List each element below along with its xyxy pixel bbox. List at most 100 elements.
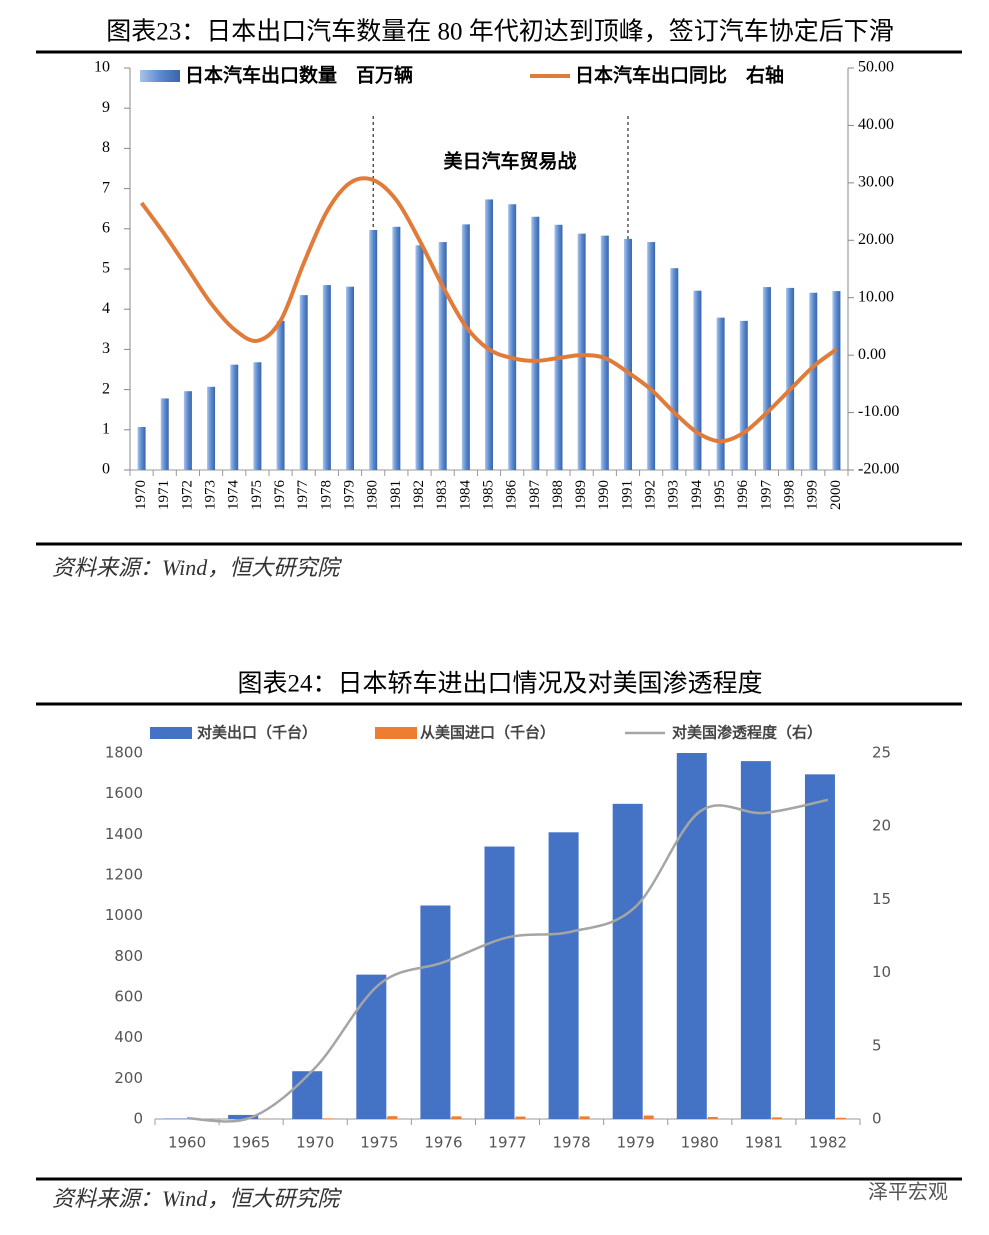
bar [548, 832, 579, 1119]
bar [707, 1116, 718, 1119]
y-tick-label: 400 [114, 1028, 143, 1046]
y-tick-label: 1000 [105, 906, 143, 924]
bar [207, 386, 216, 470]
y2-tick-label: -10.00 [858, 403, 899, 420]
x-tick-label: 1979 [341, 480, 357, 510]
bar [670, 268, 679, 470]
bar [485, 199, 493, 471]
annotation: 美日汽车贸易战 [443, 150, 576, 173]
y2-tick-label: 40.00 [858, 116, 894, 133]
y-tick-label: 5 [102, 260, 110, 277]
bar [515, 1116, 526, 1119]
bar [554, 224, 563, 470]
y2-tick-label: 25 [872, 744, 891, 762]
bar [612, 803, 643, 1119]
bar [438, 242, 447, 470]
x-tick-label: 1980 [681, 1134, 719, 1152]
x-tick-label: 1970 [296, 1134, 334, 1152]
y-tick-label: 1400 [105, 825, 143, 843]
legend-swatch [150, 727, 192, 739]
x-tick-label: 1977 [295, 480, 311, 511]
x-tick-label: 1976 [424, 1134, 462, 1152]
bar [322, 285, 331, 470]
y-tick-label: 9 [102, 99, 110, 116]
source: 资料来源：Wind，恒大研究院 [52, 1186, 342, 1211]
bar [804, 774, 835, 1119]
x-tick-label: 1995 [712, 480, 728, 510]
bar [387, 1116, 398, 1119]
y2-tick-label: 10.00 [858, 288, 894, 305]
bar [739, 320, 748, 470]
x-tick-label: 1981 [745, 1134, 783, 1152]
x-tick-label: 1982 [411, 480, 427, 510]
y2-tick-label: -20.00 [858, 461, 899, 478]
x-tick-label: 1987 [527, 480, 543, 511]
y-tick-label: 1200 [105, 866, 143, 884]
x-tick-label: 1985 [480, 480, 496, 510]
bar [276, 320, 285, 470]
y-tick-label: 800 [114, 947, 143, 965]
bar [740, 761, 771, 1119]
chart-title: 图表24：日本轿车进出口情况及对美国渗透程度 [237, 670, 762, 698]
x-tick-label: 1978 [318, 480, 334, 510]
y-tick-label: 1 [102, 420, 110, 437]
bar [137, 426, 146, 470]
y-tick-label: 1600 [105, 784, 143, 802]
legend-label: 日本汽车出口同比 右轴 [575, 64, 784, 87]
bar [160, 398, 169, 470]
legend-label: 对美出口（千台） [197, 724, 317, 742]
x-tick-label: 1993 [666, 480, 682, 510]
y2-tick-label: 5 [872, 1036, 882, 1054]
x-tick-label: 1965 [232, 1134, 270, 1152]
legend-swatch [140, 70, 180, 82]
x-tick-label: 1975 [249, 480, 265, 510]
bar [369, 230, 378, 470]
bar [647, 242, 656, 470]
bar [484, 846, 515, 1119]
x-tick-label: 1991 [619, 480, 635, 510]
x-tick-label: 1999 [805, 480, 821, 510]
bar [508, 204, 517, 470]
bar [835, 1117, 846, 1119]
y-tick-label: 1800 [105, 744, 143, 762]
y2-tick-label: 0.00 [858, 346, 886, 363]
y-tick-label: 0 [133, 1110, 143, 1128]
y2-tick-label: 50.00 [858, 59, 894, 76]
y-tick-label: 2 [102, 380, 110, 397]
bar [253, 362, 262, 470]
x-tick-label: 1996 [735, 480, 751, 511]
legend-label: 从美国进口（千台） [420, 724, 555, 742]
x-tick-label: 1994 [689, 480, 705, 511]
bar [809, 292, 818, 470]
bar [292, 1071, 323, 1119]
bar [228, 1114, 259, 1119]
line [187, 798, 829, 1123]
legend-label: 日本汽车出口数量 百万辆 [185, 64, 413, 87]
y-tick-label: 7 [102, 179, 110, 196]
y-tick-label: 3 [102, 340, 110, 357]
bar [299, 295, 308, 470]
source: 资料来源：Wind，恒大研究院 [52, 555, 342, 580]
y2-tick-label: 15 [872, 890, 891, 908]
x-tick-label: 1977 [488, 1134, 526, 1152]
y2-tick-label: 0 [872, 1110, 882, 1128]
bar [415, 245, 424, 470]
bar [643, 1115, 654, 1119]
legend-swatch [375, 727, 417, 739]
x-tick-label: 1973 [203, 480, 219, 510]
y2-tick-label: 30.00 [858, 174, 894, 191]
x-tick-label: 1983 [434, 480, 450, 510]
x-tick-label: 1982 [809, 1134, 847, 1152]
y-tick-label: 600 [114, 988, 143, 1006]
bar [461, 224, 470, 470]
x-tick-label: 1986 [504, 480, 520, 511]
chart-title: 图表23：日本出口汽车数量在 80 年代初达到顶峰，签订汽车协定后下滑 [106, 18, 894, 46]
y-tick-label: 6 [102, 219, 110, 236]
x-tick-label: 1998 [782, 480, 798, 510]
x-tick-label: 1980 [365, 480, 381, 510]
x-tick-label: 1975 [360, 1134, 398, 1152]
y2-tick-label: 10 [872, 963, 891, 981]
x-tick-label: 2000 [828, 480, 844, 510]
bar [183, 391, 192, 470]
